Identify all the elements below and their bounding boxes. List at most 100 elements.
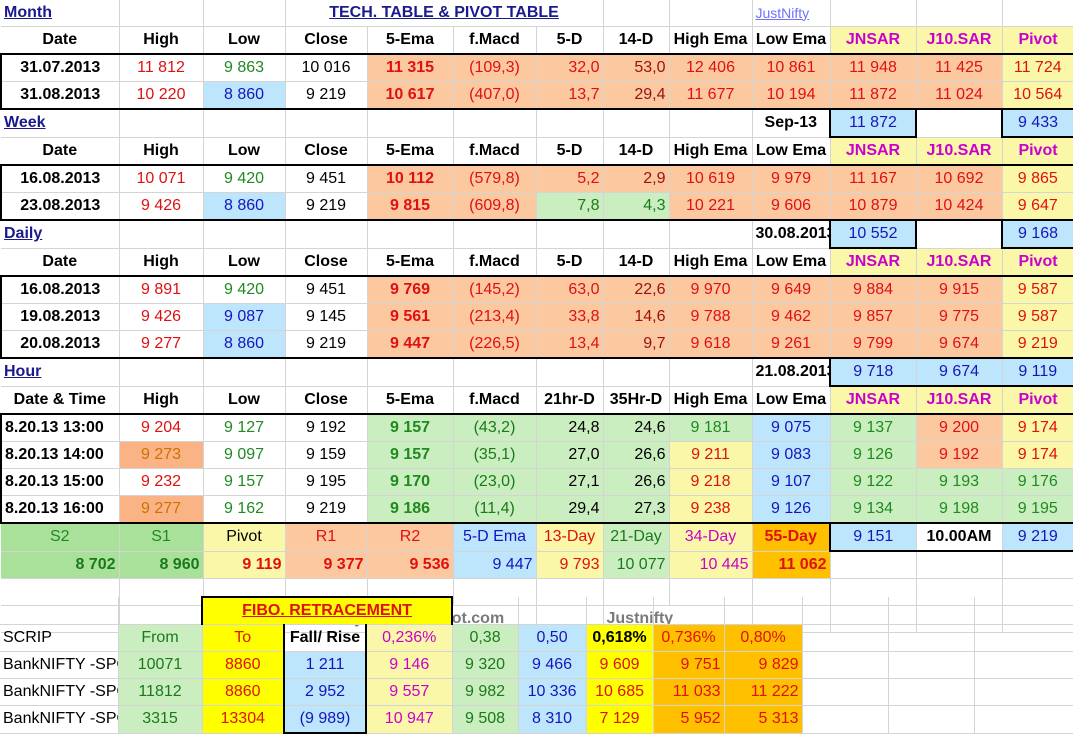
cell-macd: (226,5) <box>453 330 537 359</box>
table-row: 8.20.13 15:00 9 232 9 157 9 195 9 170 (2… <box>0 468 1073 496</box>
col-header: 14-D <box>603 137 670 166</box>
next-j10sar: 9 674 <box>916 357 1003 387</box>
cell-date: 31.08.2013 <box>0 81 120 110</box>
col-header: Date <box>1 26 120 55</box>
cell-low: 8 860 <box>203 192 286 221</box>
col-header: 5-Ema <box>367 26 454 55</box>
cell-high: 9 273 <box>119 441 204 469</box>
cell-close: 9 219 <box>285 330 368 359</box>
col-header: Low Ema <box>752 386 831 415</box>
fibo-title-row: FIBO. RETRACEMENT <box>0 596 1073 625</box>
cell-j10sar: 11 024 <box>916 81 1003 110</box>
next-jnsar: 10 552 <box>829 219 917 249</box>
cell-low-ema: 9 261 <box>752 330 831 359</box>
cell-high-ema: 11 677 <box>669 81 753 110</box>
col-header: 5-Ema <box>367 137 454 166</box>
cell-fib-80: 11 222 <box>724 678 803 706</box>
col-header: J10.SAR <box>916 386 1003 415</box>
daily-label-row: Daily 30.08.2013 10 552 9 168 <box>1 219 1073 249</box>
hour-header-row: Date & Time High Low Close 5-Ema f.Macd … <box>1 386 1073 415</box>
cell-high-ema: 9 211 <box>669 441 753 469</box>
table-row: 31.07.2013 11 812 9 863 10 016 11 315 (1… <box>0 53 1073 82</box>
cell-j10sar: 9 915 <box>916 275 1003 304</box>
cell-low: 9 127 <box>203 413 286 442</box>
cell-5d: 13,7 <box>536 81 604 110</box>
next-jnsar: 11 872 <box>829 108 917 138</box>
cell-date: 20.08.2013 <box>0 330 120 359</box>
cell-14d: 22,6 <box>603 275 670 304</box>
cell-date: 19.08.2013 <box>0 303 120 331</box>
col-header: SCRIP <box>0 624 119 652</box>
col-header: High <box>119 26 204 55</box>
cell-j10sar: 9 193 <box>916 468 1003 496</box>
cell-fib-236: 9 146 <box>366 651 453 679</box>
col-header: JNSAR <box>830 386 917 415</box>
cell-high: 10 071 <box>119 164 204 193</box>
col-header: 0,618% <box>586 624 654 652</box>
cell-jnsar: 11 872 <box>830 81 917 110</box>
cell-fall-rise: 2 952 <box>283 678 367 706</box>
col-header: Pivot <box>1002 386 1073 415</box>
cell-close: 9 159 <box>285 441 368 469</box>
level-value-s1: 8 960 <box>119 551 204 579</box>
next-pivot: 9 433 <box>1001 108 1073 138</box>
cell-pivot: 9 865 <box>1002 164 1073 193</box>
col-header: High Ema <box>669 137 753 166</box>
cell-21hr: 27,1 <box>536 468 604 496</box>
col-header: 5-Ema <box>367 248 454 277</box>
cell-pivot: 9 587 <box>1002 303 1073 331</box>
col-header: High Ema <box>669 248 753 277</box>
cell-low-ema: 9 462 <box>752 303 831 331</box>
cell-ema5: 9 157 <box>367 441 454 469</box>
col-header: f.Macd <box>453 26 537 55</box>
cell-fib-618: 7 129 <box>586 705 654 734</box>
cell-low-ema: 9 649 <box>752 275 831 304</box>
cell-close: 9 145 <box>285 303 368 331</box>
cell-fib-236: 10 947 <box>366 705 453 734</box>
cell-pivot: 9 174 <box>1002 413 1073 442</box>
cell-35hr: 26,6 <box>603 441 670 469</box>
fibo-title: FIBO. RETRACEMENT <box>200 596 454 625</box>
col-header: 5-D <box>536 137 604 166</box>
cell-21hr: 29,4 <box>536 495 604 524</box>
cell-to: 13304 <box>202 705 285 734</box>
cell-jnsar: 9 799 <box>830 330 917 359</box>
cell-pivot: 9 647 <box>1002 192 1073 221</box>
cell-fall-rise: (9 989) <box>283 705 367 734</box>
cell-jnsar: 9 137 <box>830 413 917 442</box>
brand-link[interactable]: JustNifty <box>755 4 810 21</box>
section-week-label: Week <box>1 109 120 138</box>
cell-high-ema: 9 618 <box>669 330 753 359</box>
col-header: JNSAR <box>830 248 917 277</box>
title-row: Month TECH. TABLE & PIVOT TABLE JustNift… <box>1 0 1073 27</box>
cell-pivot: 9 195 <box>1002 495 1073 524</box>
cell-jnsar: 9 857 <box>830 303 917 331</box>
col-header: Pivot <box>1002 248 1073 277</box>
level-value-34day: 10 445 <box>669 551 753 579</box>
col-header: Date <box>1 248 120 277</box>
col-header: Close <box>285 137 368 166</box>
table-row: 19.08.2013 9 426 9 087 9 145 9 561 (213,… <box>0 303 1073 331</box>
col-header: 0,236% <box>366 624 453 652</box>
cell-scrip: BankNIFTY -SPOT <box>0 705 119 734</box>
cell-j10sar: 9 775 <box>916 303 1003 331</box>
cell-j10sar: 10 692 <box>916 164 1003 193</box>
col-header: Low <box>203 386 286 415</box>
cell-pivot: 9 174 <box>1002 441 1073 469</box>
level-label-34day: 34-Day <box>669 523 753 552</box>
cell-pivot: 10 564 <box>1002 81 1073 110</box>
cell-high: 9 277 <box>119 330 204 359</box>
cell-high-ema: 10 221 <box>669 192 753 221</box>
col-header: Fall/ Rise <box>283 624 367 652</box>
cell-j10sar: 9 674 <box>916 330 1003 359</box>
cell-ema5: 9 769 <box>367 275 454 304</box>
col-header: 0,38 <box>452 624 519 652</box>
col-header: JNSAR <box>830 26 917 55</box>
cell-ema5: 9 170 <box>367 468 454 496</box>
cell-macd: (11,4) <box>453 495 537 524</box>
cell-35hr: 26,6 <box>603 468 670 496</box>
cell-pivot: 9 219 <box>1002 330 1073 359</box>
levels-label-row: S2 S1 Pivot R1 R2 5-D Ema 13-Day 21-Day … <box>1 522 1073 552</box>
cell-j10sar: 9 200 <box>916 413 1003 442</box>
cell-macd: (407,0) <box>453 81 537 110</box>
